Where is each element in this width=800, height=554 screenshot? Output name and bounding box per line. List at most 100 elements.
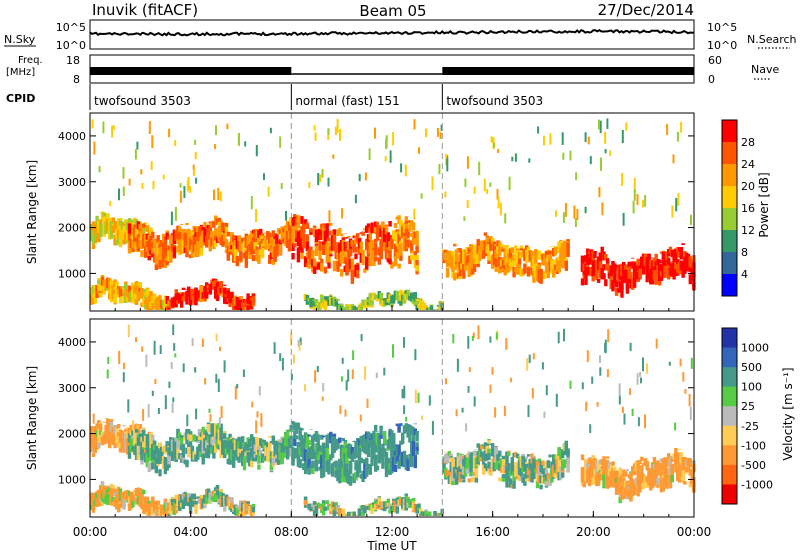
echo-cell <box>314 443 319 452</box>
scatter-cell <box>599 355 601 363</box>
scatter-cell <box>267 186 270 197</box>
echo-cell <box>152 440 157 445</box>
scatter-cell <box>575 172 578 181</box>
echo-cell <box>250 460 254 468</box>
echo-cell <box>586 248 590 259</box>
echo-cell <box>178 250 182 255</box>
echo-cell <box>187 443 191 450</box>
echo-cell <box>587 466 592 479</box>
echo-cell <box>294 218 299 225</box>
echo-cell <box>102 421 106 423</box>
echo-cell <box>561 468 565 478</box>
echo-cell <box>670 250 674 258</box>
echo-cell <box>170 439 175 452</box>
echo-cell <box>329 294 333 306</box>
echo-cell <box>115 436 119 444</box>
echo-cell <box>379 241 383 254</box>
echo-cell <box>456 456 461 468</box>
echo-cell <box>205 225 209 229</box>
echo-cell <box>463 467 468 477</box>
echo-cell <box>339 303 344 310</box>
echo-cell <box>645 256 649 263</box>
echo-cell <box>115 221 119 231</box>
echo-cell <box>377 225 381 237</box>
echo-cell <box>361 302 365 308</box>
echo-cell <box>176 239 180 245</box>
echo-cell <box>402 243 407 252</box>
echo-cell <box>465 247 470 252</box>
echo-cell <box>300 437 304 448</box>
echo-cell <box>118 218 123 226</box>
echo-cell <box>530 251 534 258</box>
echo-cell <box>156 500 160 502</box>
echo-cell <box>91 493 96 500</box>
scatter-cell <box>640 377 642 384</box>
echo-cell <box>97 220 101 226</box>
scatter-cell <box>152 180 155 190</box>
scatter-cell <box>215 333 218 342</box>
echo-cell <box>647 253 651 256</box>
echo-cell <box>129 496 133 508</box>
scatter-cell <box>508 176 511 191</box>
echo-cell <box>343 309 347 310</box>
power-colorbar-swatch <box>722 164 737 187</box>
echo-cell <box>183 292 187 302</box>
echo-cell <box>147 239 151 254</box>
echo-cell <box>131 492 135 501</box>
echo-cell <box>214 489 218 497</box>
echo-cell <box>99 430 103 435</box>
echo-cell <box>399 455 403 466</box>
echo-cell <box>352 473 356 484</box>
echo-cell <box>95 491 99 494</box>
echo-cell <box>187 493 191 498</box>
echo-cell <box>235 507 239 516</box>
scatter-cell <box>218 417 221 428</box>
echo-cell <box>643 253 648 266</box>
echo-cell <box>181 292 186 299</box>
echo-cell <box>415 432 419 442</box>
echo-cell <box>205 489 209 496</box>
echo-cell <box>156 511 160 516</box>
echo-cell <box>178 453 182 460</box>
echo-cell <box>341 448 346 462</box>
echo-cell <box>109 294 114 301</box>
echo-cell <box>408 454 412 460</box>
echo-cell <box>149 502 153 507</box>
echo-cell <box>147 298 151 310</box>
echo-cell <box>381 221 385 227</box>
echo-cell <box>415 246 419 253</box>
echo-cell <box>169 442 173 448</box>
echo-cell <box>478 247 482 258</box>
echo-cell <box>631 479 635 486</box>
echo-cell <box>133 285 137 301</box>
echo-cell <box>390 459 394 474</box>
echo-cell <box>169 248 173 263</box>
scatter-cell <box>364 366 367 380</box>
echo-cell <box>480 444 484 450</box>
echo-cell <box>623 265 628 268</box>
echo-cell <box>268 442 272 455</box>
echo-cell <box>381 502 385 508</box>
echo-cell <box>196 292 200 301</box>
echo-cell <box>514 249 518 259</box>
scatter-cell <box>510 377 513 383</box>
echo-cell <box>667 257 671 270</box>
echo-cell <box>219 449 223 459</box>
echo-cell <box>214 493 218 503</box>
echo-cell <box>417 301 421 309</box>
echo-cell <box>436 307 441 310</box>
scatter-cell <box>601 202 604 216</box>
echo-cell <box>368 440 372 447</box>
echo-cell <box>251 293 256 295</box>
echo-cell <box>415 446 419 451</box>
scatter-cell <box>606 369 609 378</box>
echo-cell <box>113 279 117 288</box>
echo-cell <box>219 495 223 504</box>
echo-cell <box>309 298 313 308</box>
scatter-cell <box>688 393 691 407</box>
echo-cell <box>197 290 202 298</box>
echo-cell <box>246 501 250 504</box>
echo-cell <box>629 492 633 502</box>
echo-cell <box>97 278 101 281</box>
echo-cell <box>109 225 114 239</box>
